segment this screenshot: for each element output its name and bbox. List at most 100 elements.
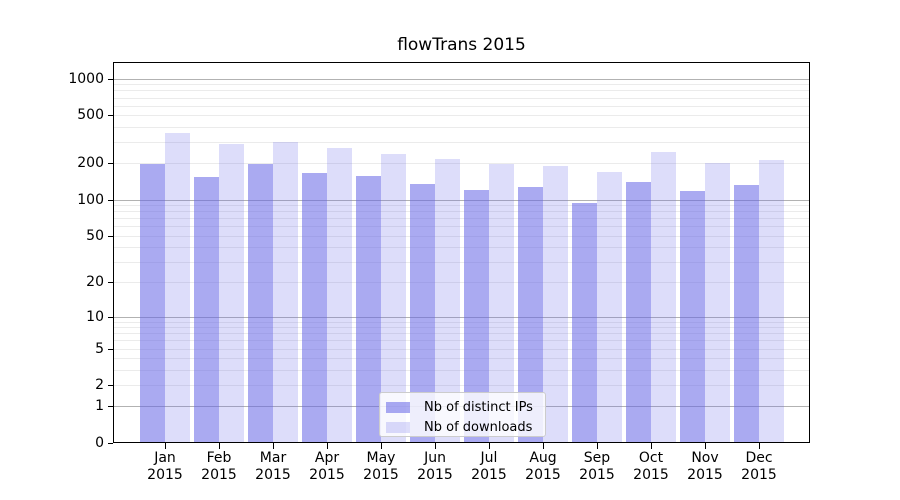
bar-nb-of-distinct-ips-apr-2015 [302,173,327,443]
bar-nb-of-distinct-ips-sep-2015 [572,203,597,443]
gridline-minor [114,340,809,341]
x-tick-label-jun-2015: Jun 2015 [407,450,463,484]
x-tick [165,443,166,449]
bar-nb-of-downloads-mar-2015 [273,142,298,443]
x-tick-label-aug-2015: Aug 2015 [515,450,571,484]
y-tick [108,282,113,283]
legend-label-distinct-ips: Nb of distinct IPs [424,399,533,415]
bar-nb-of-distinct-ips-mar-2015 [248,164,273,443]
bar-nb-of-downloads-aug-2015 [543,166,568,443]
gridline-minor [114,98,809,99]
gridline-minor [114,333,809,334]
y-tick-label-50: 50 [86,228,104,244]
gridline-minor [114,163,809,164]
bar-nb-of-downloads-apr-2015 [327,148,352,443]
gridline-minor [114,211,809,212]
x-tick-label-nov-2015: Nov 2015 [677,450,733,484]
gridline-minor [114,127,809,128]
x-tick-label-oct-2015: Oct 2015 [623,450,679,484]
bar-nb-of-downloads-feb-2015 [219,144,244,443]
gridline-minor [114,205,809,206]
gridline-minor [114,90,809,91]
x-tick-year: 2015 [471,467,507,483]
bar-nb-of-downloads-oct-2015 [651,152,676,443]
y-tick [108,200,113,201]
bar-nb-of-distinct-ips-jan-2015 [140,164,165,443]
gridline-minor [114,226,809,227]
x-tick-year: 2015 [579,467,615,483]
gridline-minor [114,322,809,323]
x-tick [705,443,706,449]
gridline-minor [114,349,809,350]
y-tick [108,317,113,318]
legend-item-downloads: Nb of downloads [386,417,539,437]
x-tick-year: 2015 [741,467,777,483]
x-tick-year: 2015 [687,467,723,483]
bar-nb-of-downloads-jan-2015 [165,133,190,443]
gridline-minor [114,262,809,263]
bar-nb-of-downloads-nov-2015 [705,163,730,443]
x-tick-label-dec-2015: Dec 2015 [731,450,787,484]
gridline-minor [114,385,809,386]
x-tick-label-feb-2015: Feb 2015 [191,450,247,484]
y-tick-label-2: 2 [95,377,104,393]
gridline-major [114,79,809,80]
y-tick [108,163,113,164]
bar-nb-of-distinct-ips-nov-2015 [680,191,705,443]
x-tick-year: 2015 [525,467,561,483]
x-tick-label-sep-2015: Sep 2015 [569,450,625,484]
x-tick-year: 2015 [201,467,237,483]
gridline-minor [114,84,809,85]
x-tick-year: 2015 [309,467,345,483]
bar-nb-of-distinct-ips-dec-2015 [734,185,759,443]
x-tick [543,443,544,449]
y-tick [108,79,113,80]
gridline-minor [114,370,809,371]
legend-swatch-distinct-ips [386,401,410,413]
x-tick [435,443,436,449]
y-tick [108,406,113,407]
legend-label-downloads: Nb of downloads [424,419,533,435]
gridline-minor [114,236,809,237]
x-tick [597,443,598,449]
bar-nb-of-distinct-ips-may-2015 [356,176,381,443]
x-tick-year: 2015 [633,467,669,483]
gridline-minor [114,327,809,328]
x-tick [273,443,274,449]
y-tick-label-200: 200 [77,155,104,171]
gridline-minor [114,142,809,143]
y-tick-label-100: 100 [77,192,104,208]
x-tick-year: 2015 [255,467,291,483]
gridline-minor [114,218,809,219]
bar-nb-of-downloads-dec-2015 [759,160,784,443]
gridline-minor [114,247,809,248]
x-tick-year: 2015 [147,467,183,483]
chart-title: flowTrans 2015 [397,35,526,55]
x-tick [327,443,328,449]
y-tick-label-5: 5 [95,341,104,357]
x-tick-label-may-2015: May 2015 [353,450,409,484]
gridline-major [114,200,809,201]
y-tick-label-10: 10 [86,309,104,325]
x-tick-label-jul-2015: Jul 2015 [461,450,517,484]
y-tick-label-1000: 1000 [68,71,104,87]
legend-item-distinct-ips: Nb of distinct IPs [386,397,539,417]
gridline-minor [114,106,809,107]
x-tick-label-jan-2015: Jan 2015 [137,450,193,484]
gridline-minor [114,115,809,116]
bar-nb-of-downloads-sep-2015 [597,172,622,443]
x-tick-label-apr-2015: Apr 2015 [299,450,355,484]
x-tick [219,443,220,449]
x-tick [651,443,652,449]
x-tick [759,443,760,449]
bar-nb-of-distinct-ips-feb-2015 [194,177,219,443]
y-tick [108,385,113,386]
y-tick-label-500: 500 [77,107,104,123]
gridline-minor [114,282,809,283]
bar-nb-of-distinct-ips-oct-2015 [626,182,651,443]
y-tick [108,236,113,237]
legend-swatch-downloads [386,421,410,433]
y-tick-label-1: 1 [95,398,104,414]
x-tick-year: 2015 [417,467,453,483]
